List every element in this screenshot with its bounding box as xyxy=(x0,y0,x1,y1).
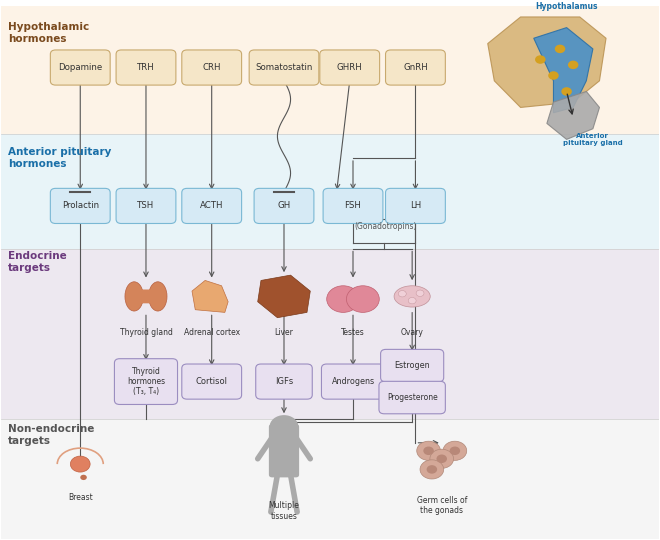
Circle shape xyxy=(436,455,447,463)
Circle shape xyxy=(416,441,440,461)
Circle shape xyxy=(449,447,460,455)
FancyBboxPatch shape xyxy=(182,364,242,399)
FancyBboxPatch shape xyxy=(182,50,242,85)
Circle shape xyxy=(555,45,565,53)
Ellipse shape xyxy=(125,282,143,311)
Text: Hypothalamic
hormones: Hypothalamic hormones xyxy=(8,22,89,44)
FancyBboxPatch shape xyxy=(381,349,444,382)
FancyBboxPatch shape xyxy=(269,424,299,477)
FancyBboxPatch shape xyxy=(254,188,314,224)
Text: TRH: TRH xyxy=(137,63,155,72)
Text: Thyroid gland: Thyroid gland xyxy=(119,328,172,338)
Text: Cortisol: Cortisol xyxy=(196,377,228,386)
FancyBboxPatch shape xyxy=(249,50,319,85)
Circle shape xyxy=(430,449,453,468)
FancyBboxPatch shape xyxy=(385,50,446,85)
Text: Hypothalamus: Hypothalamus xyxy=(535,2,598,11)
Text: Prolactin: Prolactin xyxy=(61,201,99,211)
FancyBboxPatch shape xyxy=(50,188,110,224)
Circle shape xyxy=(443,441,467,461)
Text: Ovary: Ovary xyxy=(401,328,424,338)
Circle shape xyxy=(548,71,559,80)
FancyBboxPatch shape xyxy=(321,364,385,399)
Circle shape xyxy=(81,475,87,480)
Text: Adrenal cortex: Adrenal cortex xyxy=(183,328,240,338)
Text: Multiple
tissues: Multiple tissues xyxy=(269,501,300,521)
Text: Germ cells of
the gonads: Germ cells of the gonads xyxy=(416,496,467,515)
Ellipse shape xyxy=(394,286,430,307)
Text: CRH: CRH xyxy=(203,63,221,72)
Circle shape xyxy=(71,456,90,472)
FancyBboxPatch shape xyxy=(1,6,659,134)
Circle shape xyxy=(399,291,407,297)
Text: Estrogen: Estrogen xyxy=(394,361,430,370)
Text: Liver: Liver xyxy=(275,328,294,338)
Text: Thyroid
hormones
(T₃, T₄): Thyroid hormones (T₃, T₄) xyxy=(127,367,165,396)
FancyBboxPatch shape xyxy=(116,188,176,224)
FancyBboxPatch shape xyxy=(379,381,446,414)
Text: Endocrine
targets: Endocrine targets xyxy=(8,251,67,273)
Text: TSH: TSH xyxy=(137,201,154,211)
Circle shape xyxy=(423,447,434,455)
Text: GnRH: GnRH xyxy=(403,63,428,72)
FancyBboxPatch shape xyxy=(1,419,659,538)
FancyBboxPatch shape xyxy=(116,50,176,85)
Polygon shape xyxy=(547,91,599,139)
Text: Non-endocrine
targets: Non-endocrine targets xyxy=(8,424,94,446)
Text: (Gonadotropins): (Gonadotropins) xyxy=(354,222,417,231)
Circle shape xyxy=(327,286,360,312)
Circle shape xyxy=(408,298,416,304)
FancyBboxPatch shape xyxy=(1,134,659,248)
Text: Somatostatin: Somatostatin xyxy=(255,63,313,72)
Circle shape xyxy=(562,87,572,96)
Text: Androgens: Androgens xyxy=(331,377,375,386)
Ellipse shape xyxy=(148,282,167,311)
FancyBboxPatch shape xyxy=(1,248,659,419)
FancyBboxPatch shape xyxy=(323,188,383,224)
Circle shape xyxy=(346,286,379,312)
Circle shape xyxy=(426,465,437,474)
Text: Breast: Breast xyxy=(68,494,92,502)
Polygon shape xyxy=(488,17,606,107)
Polygon shape xyxy=(257,275,310,318)
Text: ACTH: ACTH xyxy=(200,201,224,211)
Text: IGFs: IGFs xyxy=(275,377,293,386)
Circle shape xyxy=(269,415,298,438)
Text: FSH: FSH xyxy=(345,201,362,211)
Circle shape xyxy=(568,60,578,69)
Text: LH: LH xyxy=(410,201,421,211)
Polygon shape xyxy=(534,28,593,113)
Text: GH: GH xyxy=(277,201,290,211)
Text: GHRH: GHRH xyxy=(337,63,362,72)
Text: Progesterone: Progesterone xyxy=(387,393,438,402)
Polygon shape xyxy=(192,280,228,312)
Text: Testes: Testes xyxy=(341,328,365,338)
FancyBboxPatch shape xyxy=(182,188,242,224)
Text: Anterior pituitary
hormones: Anterior pituitary hormones xyxy=(8,147,112,169)
FancyBboxPatch shape xyxy=(114,359,178,404)
Circle shape xyxy=(535,55,546,64)
Text: Dopamine: Dopamine xyxy=(58,63,102,72)
Circle shape xyxy=(420,460,444,479)
FancyBboxPatch shape xyxy=(255,364,312,399)
FancyBboxPatch shape xyxy=(50,50,110,85)
Text: Anterior
pituitary gland: Anterior pituitary gland xyxy=(563,133,623,146)
FancyBboxPatch shape xyxy=(137,289,154,303)
FancyBboxPatch shape xyxy=(385,188,446,224)
Circle shape xyxy=(416,290,424,296)
FancyBboxPatch shape xyxy=(320,50,379,85)
